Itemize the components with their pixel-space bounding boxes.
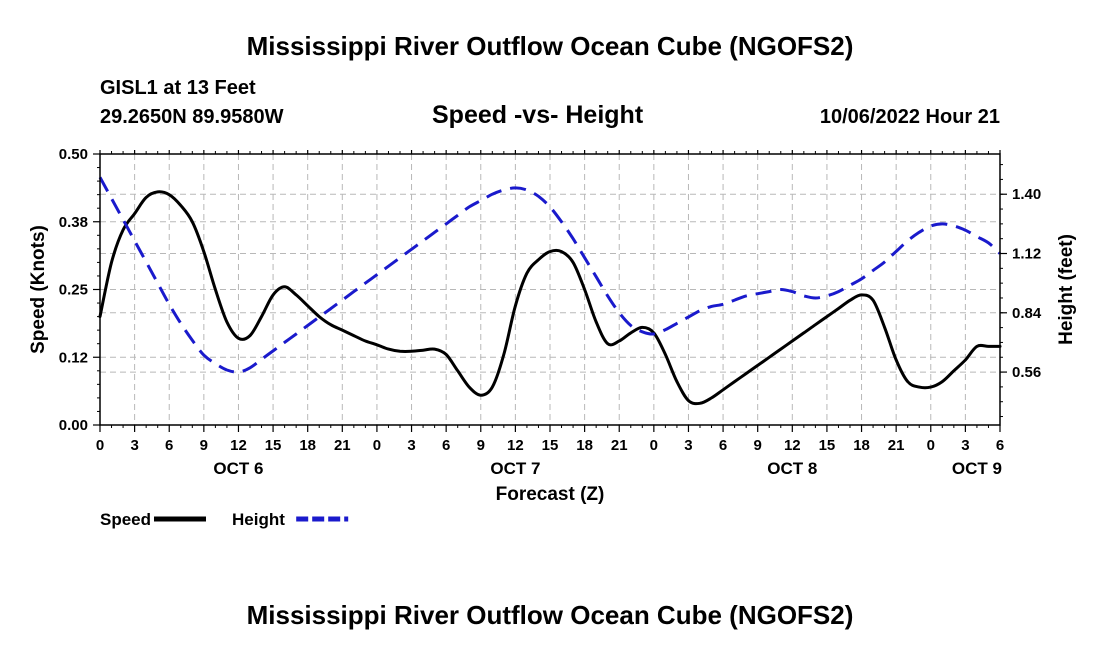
- day-label: OCT 6: [213, 459, 263, 478]
- x-tick-label: 3: [961, 437, 969, 454]
- x-tick-label: 6: [442, 437, 450, 454]
- legend-label: Height: [232, 510, 285, 529]
- x-tick-label: 18: [576, 437, 593, 454]
- x-tick-label: 21: [888, 437, 905, 454]
- y-tick-label: 0.00: [59, 417, 88, 434]
- x-tick-label: 12: [507, 437, 524, 454]
- x-tick-label: 15: [542, 437, 559, 454]
- footer-title: Mississippi River Outflow Ocean Cube (NG…: [246, 600, 854, 630]
- y2-tick-label: 1.40: [1012, 186, 1041, 203]
- x-axis-title: Forecast (Z): [496, 484, 605, 505]
- axis-labels: 0 3 6 9 12 15 18 21 0 3 6 9 12 15 18 21 0 3 6 9 12 15 18 21 0 3 6 0…: [28, 146, 1077, 505]
- x-tick-label: 18: [299, 437, 316, 454]
- y2-axis-title: Height (feet): [1056, 234, 1077, 345]
- series-layer: [98, 176, 1002, 406]
- forecast-datetime: 10/06/2022 Hour 21: [819, 106, 1000, 128]
- x-tick-label: 9: [477, 437, 485, 454]
- x-tick-label: 21: [334, 437, 351, 454]
- x-tick-label: 6: [996, 437, 1004, 454]
- speed-height-chart: 0 3 6 9 12 15 18 21 0 3 6 9 12 15 18 21 0 3 6 9 12 15 18 21 0 3 6 0…: [28, 146, 1077, 529]
- y2-tick-label: 0.56: [1012, 364, 1041, 381]
- day-label: OCT 9: [952, 459, 1002, 478]
- main-title: Mississippi River Outflow Ocean Cube (NG…: [246, 31, 854, 61]
- y-tick-label: 0.12: [59, 349, 88, 366]
- axes: [93, 150, 1007, 432]
- day-label: OCT 8: [767, 459, 817, 478]
- legend: Speed Height: [100, 510, 349, 529]
- x-tick-label: 15: [265, 437, 282, 454]
- y-tick-label: 0.38: [59, 214, 88, 231]
- x-tick-label: 18: [853, 437, 870, 454]
- x-tick-label: 12: [230, 437, 247, 454]
- y-axis-title: Speed (Knots): [28, 225, 49, 354]
- x-tick-label: 12: [784, 437, 801, 454]
- x-tick-label: 6: [719, 437, 727, 454]
- station-coordinates: 29.2650N 89.9580W: [100, 106, 284, 128]
- x-tick-label: 3: [130, 437, 138, 454]
- grid-lines: [100, 154, 1000, 425]
- series-line-height: [98, 176, 1002, 374]
- x-tick-label: 0: [927, 437, 935, 454]
- x-tick-label: 15: [819, 437, 836, 454]
- y-tick-label: 0.50: [59, 146, 88, 163]
- day-label: OCT 7: [490, 459, 540, 478]
- x-tick-label: 9: [200, 437, 208, 454]
- legend-label: Speed: [100, 510, 151, 529]
- x-tick-label: 9: [754, 437, 762, 454]
- x-tick-label: 6: [165, 437, 173, 454]
- station-label: GISL1 at 13 Feet: [100, 77, 256, 99]
- x-tick-label: 3: [407, 437, 415, 454]
- y2-tick-label: 0.84: [1012, 305, 1042, 322]
- chart-subtitle: Speed -vs- Height: [432, 101, 644, 129]
- series-line-speed: [98, 190, 1002, 406]
- y-tick-label: 0.25: [59, 282, 88, 299]
- x-tick-label: 0: [96, 437, 104, 454]
- x-tick-label: 21: [611, 437, 628, 454]
- x-tick-label: 0: [650, 437, 658, 454]
- x-tick-label: 0: [373, 437, 381, 454]
- x-tick-label: 3: [684, 437, 692, 454]
- y2-tick-label: 1.12: [1012, 246, 1041, 263]
